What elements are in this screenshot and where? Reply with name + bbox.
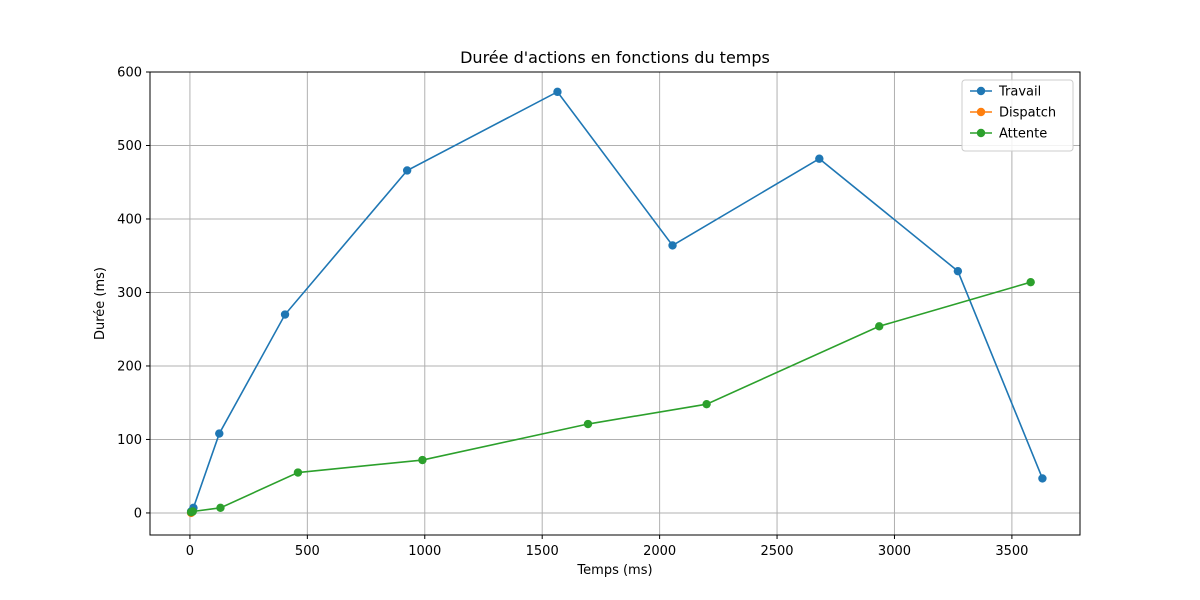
data-point [815,154,824,163]
data-point [875,322,884,331]
data-point [216,503,225,513]
data-point [293,468,303,477]
legend-marker [976,107,986,117]
legend-item: Travail [970,85,1041,100]
x-tick-label: 0 [186,544,194,559]
series-line [190,281,1031,513]
series-layer [186,87,1047,518]
x-tick-label: 2000 [643,544,676,559]
y-tick-label: 300 [117,286,142,301]
legend-label: Attente [999,127,1047,142]
data-point [583,419,593,429]
legend: Travail Dispatch Attente [961,79,1074,152]
y-tick-label: 100 [117,433,142,448]
legend-label: Travail [998,85,1041,100]
x-tick-label: 3500 [995,544,1028,559]
series-line [190,90,1044,512]
plot-frame [149,71,1081,536]
y-tick-label: 200 [117,359,142,374]
data-point [188,507,197,516]
data-point [668,241,677,250]
x-tick-label: 1000 [408,544,441,559]
data-point [1026,277,1035,287]
data-point [280,310,290,319]
legend-label: Dispatch [999,106,1056,121]
x-tick-label: 3000 [878,544,911,559]
chart-title: Durée d'actions en fonctions du temps [460,48,770,67]
data-point [702,399,711,409]
data-point [953,266,963,276]
legend-item: Dispatch [970,106,1056,121]
y-axis-label: Durée (ms) [93,267,108,340]
data-point [553,87,562,97]
legend-marker [976,128,986,138]
legend-marker [976,86,986,96]
data-point [402,166,412,175]
legend-item: Attente [970,127,1047,142]
series-attente [186,277,1035,517]
x-tick-label: 500 [295,544,320,559]
ticks: 0 500 1000 1500 2000 2500 3000 3500 0 100 200 300 40… [117,66,1028,560]
data-point [1038,474,1047,483]
y-tick-label: 0 [134,506,142,521]
y-tick-label: 500 [117,139,142,154]
x-axis-label: Temps (ms) [576,563,652,578]
grid [150,71,1080,535]
data-point [418,455,427,465]
y-tick-label: 400 [117,212,142,227]
x-tick-label: 2500 [760,544,793,559]
y-tick-label: 600 [117,66,142,81]
series-travail [186,87,1047,516]
data-point [215,429,224,438]
x-tick-label: 1500 [526,544,559,559]
